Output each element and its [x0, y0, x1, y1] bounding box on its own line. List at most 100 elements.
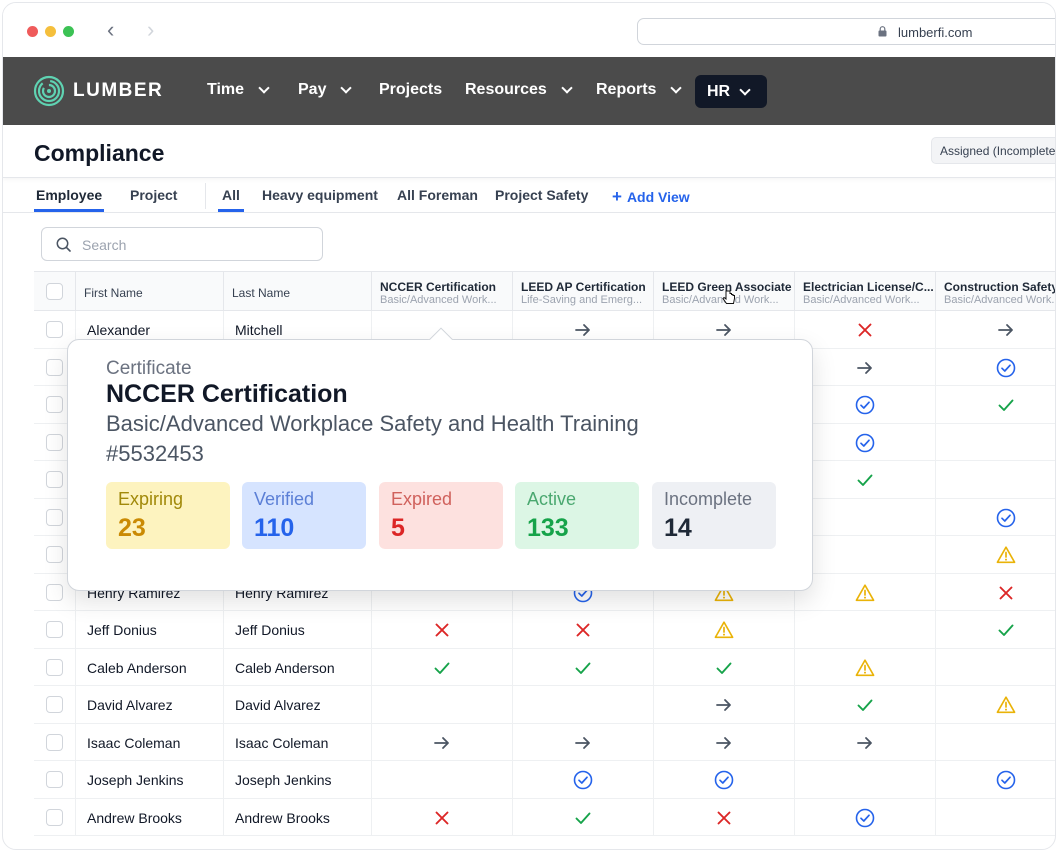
x-icon[interactable] [714, 808, 734, 828]
table-row[interactable]: David Alvarez David Alvarez [34, 686, 1055, 724]
status-cell[interactable] [935, 573, 1055, 610]
column-header-last-name[interactable]: Last Name [223, 272, 371, 312]
x-icon[interactable] [432, 808, 452, 828]
status-cell[interactable] [794, 723, 935, 760]
verified-check-icon[interactable] [855, 808, 875, 828]
tab-employee[interactable]: Employee [36, 187, 103, 203]
status-cell[interactable] [935, 498, 1055, 535]
status-cell[interactable] [512, 723, 653, 760]
status-cell[interactable] [794, 348, 935, 385]
status-cell[interactable] [653, 648, 794, 685]
table-row[interactable]: Andrew Brooks Andrew Brooks [34, 798, 1055, 836]
nav-resources[interactable]: Resources [465, 81, 573, 99]
verified-check-icon[interactable] [855, 395, 875, 415]
status-cell[interactable] [371, 648, 512, 685]
arrow-right-icon[interactable] [714, 320, 734, 340]
check-icon[interactable] [855, 470, 875, 490]
column-header-leed-green[interactable]: LEED Green Associate Basic/Advanced Work.… [653, 272, 794, 312]
column-header-electrician[interactable]: Electrician License/C... Basic/Advanced W… [794, 272, 935, 312]
arrow-right-icon[interactable] [432, 733, 452, 753]
arrow-right-icon[interactable] [573, 320, 593, 340]
maximize-window-button[interactable] [63, 26, 74, 37]
arrow-right-icon[interactable] [714, 733, 734, 753]
status-cell[interactable] [935, 348, 1055, 385]
row-checkbox[interactable] [46, 396, 63, 413]
row-checkbox[interactable] [46, 621, 63, 638]
tab-all[interactable]: All [222, 187, 240, 203]
check-icon[interactable] [855, 695, 875, 715]
status-cell[interactable] [653, 723, 794, 760]
status-cell[interactable] [371, 611, 512, 648]
nav-hr[interactable]: HR [695, 75, 767, 108]
status-cell[interactable] [935, 536, 1055, 573]
x-icon[interactable] [855, 320, 875, 340]
verified-check-icon[interactable] [996, 508, 1016, 528]
row-checkbox[interactable] [46, 471, 63, 488]
x-icon[interactable] [996, 583, 1016, 603]
check-icon[interactable] [573, 808, 593, 828]
assigned-filter-badge[interactable]: Assigned (Incomplete) [931, 137, 1055, 164]
x-icon[interactable] [432, 620, 452, 640]
status-cell[interactable] [512, 648, 653, 685]
table-row[interactable]: Joseph Jenkins Joseph Jenkins [34, 761, 1055, 799]
arrow-right-icon[interactable] [855, 358, 875, 378]
stat-card-active[interactable]: Active 133 [515, 482, 639, 549]
status-cell[interactable] [512, 611, 653, 648]
status-cell[interactable] [512, 761, 653, 798]
status-cell[interactable] [653, 761, 794, 798]
warning-icon[interactable] [996, 695, 1016, 715]
status-cell[interactable] [512, 311, 653, 348]
status-cell[interactable] [653, 686, 794, 723]
verified-check-icon[interactable] [996, 358, 1016, 378]
status-cell[interactable] [935, 611, 1055, 648]
column-header-construction-safety[interactable]: Construction Safety a...Basic/Advanced W… [935, 272, 1055, 312]
column-header-leed-ap[interactable]: LEED AP Certification Life-Saving and Eme… [512, 272, 653, 312]
tab-heavy-equipment[interactable]: Heavy equipment [262, 187, 378, 203]
row-checkbox[interactable] [46, 546, 63, 563]
status-cell[interactable] [794, 461, 935, 498]
check-icon[interactable] [996, 395, 1016, 415]
row-checkbox[interactable] [46, 696, 63, 713]
nav-projects[interactable]: Projects [379, 81, 442, 99]
status-cell[interactable] [794, 686, 935, 723]
status-cell[interactable] [794, 311, 935, 348]
row-checkbox[interactable] [46, 733, 63, 751]
status-cell[interactable] [653, 611, 794, 648]
stat-card-incomplete[interactable]: Incomplete 14 [652, 482, 776, 549]
row-checkbox[interactable] [46, 808, 63, 826]
row-checkbox[interactable] [46, 433, 63, 451]
nav-reports[interactable]: Reports [596, 81, 683, 99]
stat-card-verified[interactable]: Verified 110 [242, 482, 366, 549]
status-cell[interactable] [371, 723, 512, 760]
table-row[interactable]: Caleb Anderson Caleb Anderson [34, 648, 1055, 686]
status-cell[interactable] [935, 386, 1055, 423]
close-window-button[interactable] [27, 26, 38, 37]
row-checkbox[interactable] [46, 583, 63, 601]
tab-project[interactable]: Project [130, 187, 178, 203]
status-cell[interactable] [371, 798, 512, 835]
status-cell[interactable] [935, 686, 1055, 723]
table-row[interactable]: Jeff Donius Jeff Donius [34, 611, 1055, 649]
status-cell[interactable] [935, 311, 1055, 348]
stat-card-expired[interactable]: Expired 5 [379, 482, 503, 549]
verified-check-icon[interactable] [855, 433, 875, 453]
check-icon[interactable] [996, 620, 1016, 640]
forward-arrow-icon[interactable]: › [147, 17, 155, 42]
column-header-first-name[interactable]: First Name [75, 272, 223, 312]
status-cell[interactable] [794, 573, 935, 610]
status-cell[interactable] [653, 311, 794, 348]
back-arrow-icon[interactable]: ‹ [107, 17, 115, 42]
row-checkbox[interactable] [46, 321, 63, 338]
warning-icon[interactable] [714, 620, 734, 640]
tab-project-safety[interactable]: Project Safety [495, 187, 589, 203]
status-cell[interactable] [794, 648, 935, 685]
status-cell[interactable] [653, 798, 794, 835]
address-bar[interactable]: lumberfi.com [637, 18, 1055, 45]
minimize-window-button[interactable] [45, 26, 56, 37]
verified-check-icon[interactable] [996, 770, 1016, 790]
arrow-right-icon[interactable] [573, 733, 593, 753]
warning-icon[interactable] [855, 658, 875, 678]
add-view-button[interactable]: + Add View [612, 187, 690, 207]
arrow-right-icon[interactable] [714, 695, 734, 715]
tab-all-foreman[interactable]: All Foreman [397, 187, 478, 203]
